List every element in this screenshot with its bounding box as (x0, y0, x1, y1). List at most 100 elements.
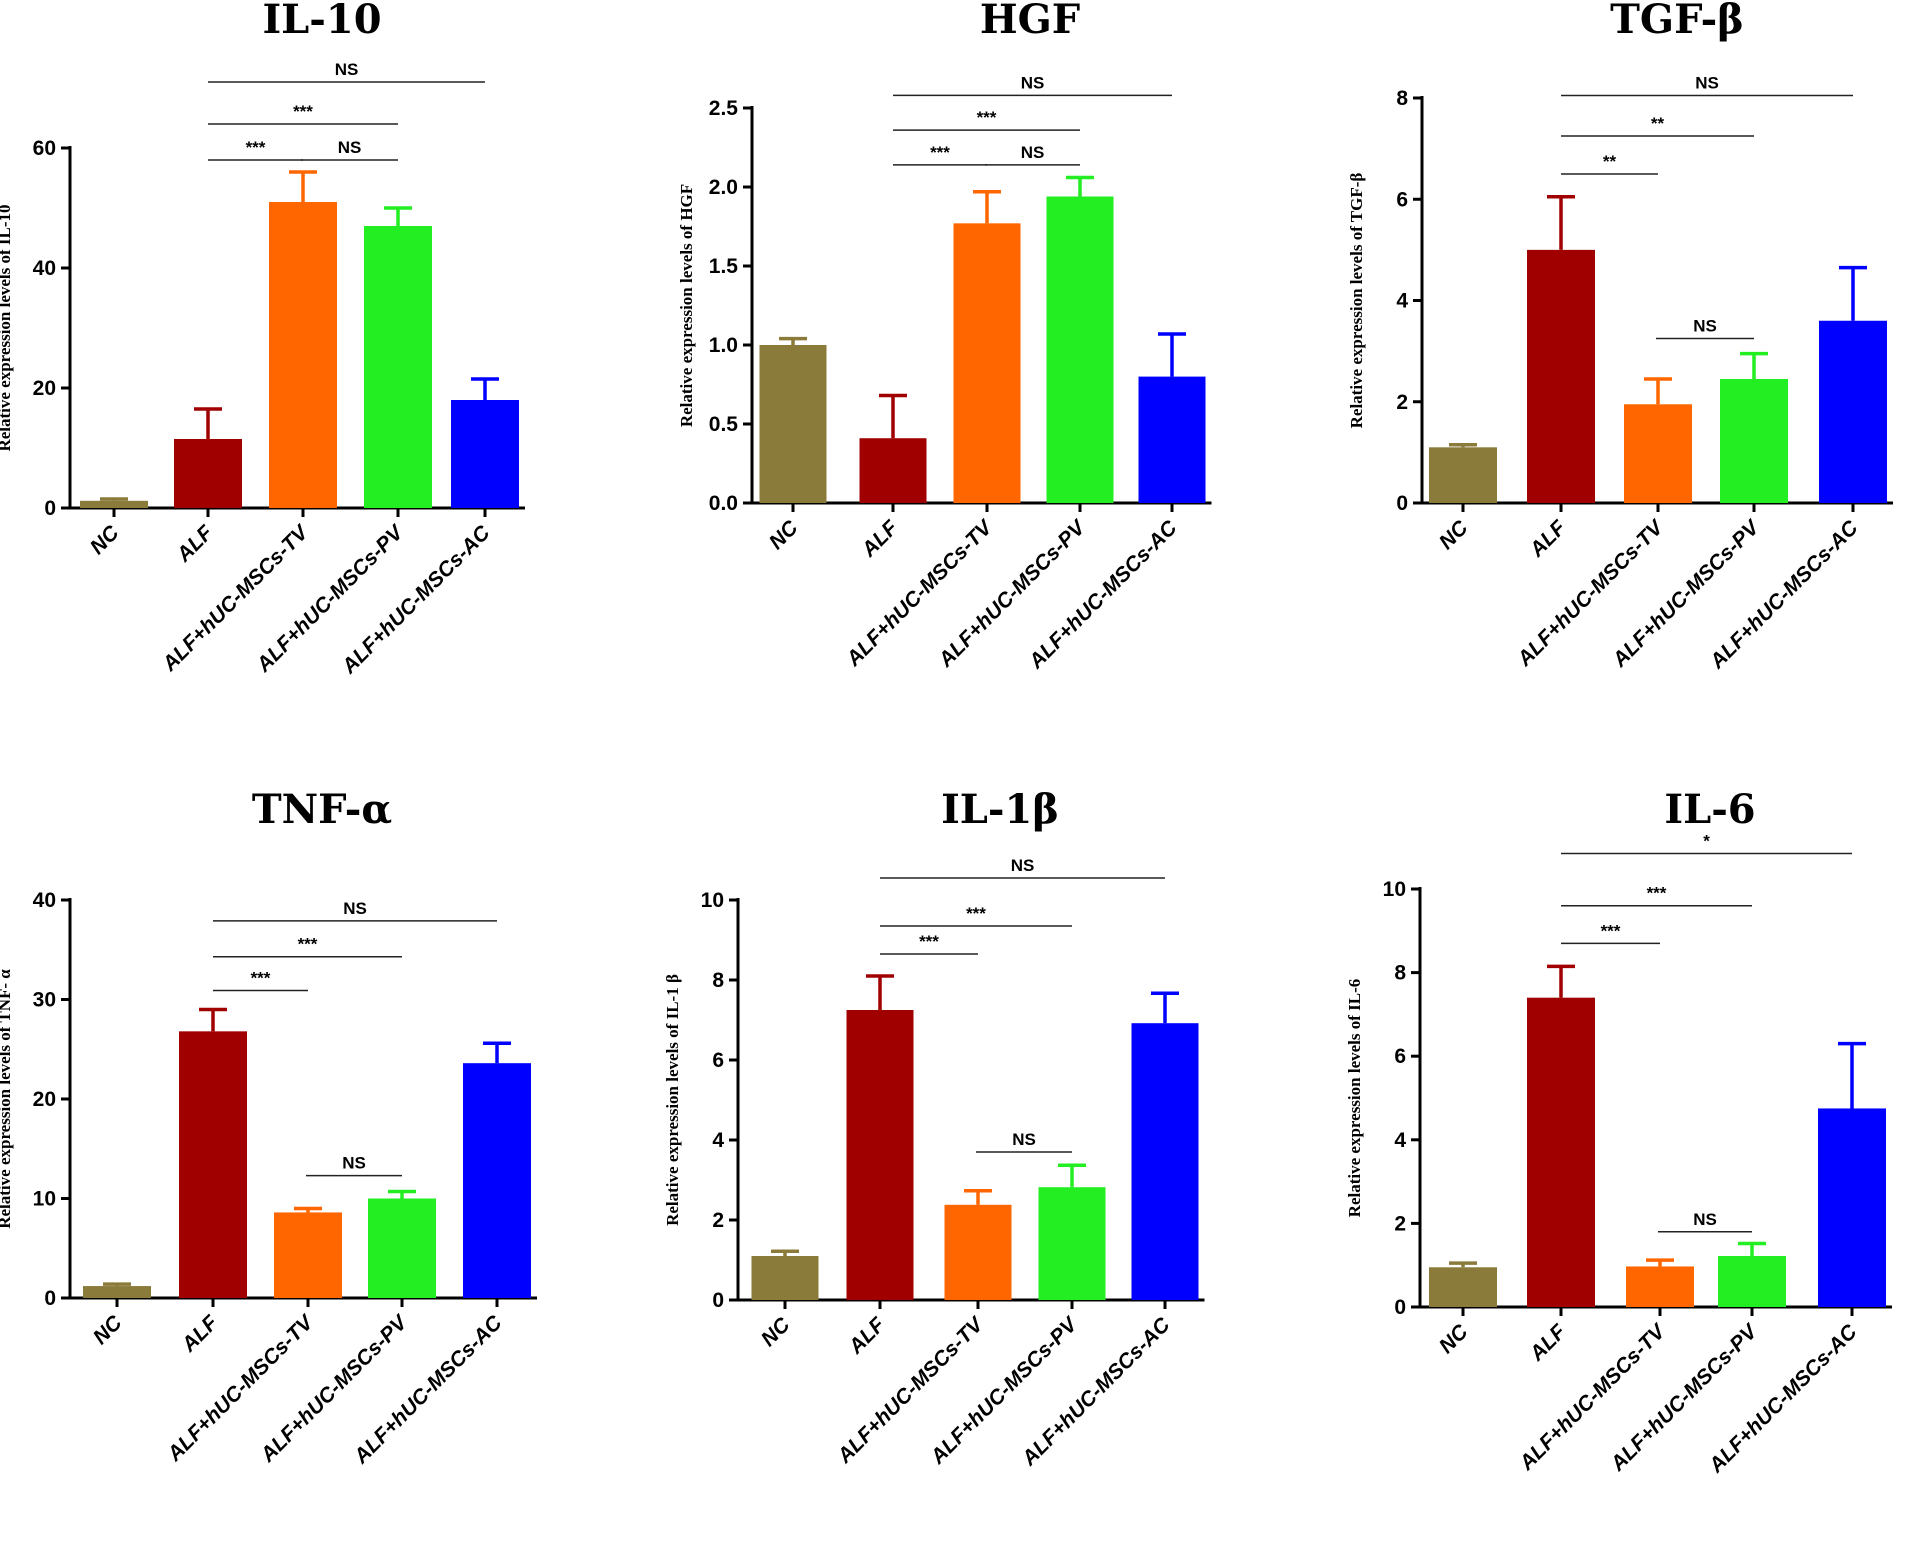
y-axis-label: Relative expression levels of IL-1 β (663, 974, 682, 1226)
significance-label: *** (251, 969, 271, 988)
y-tick-label: 0 (44, 497, 56, 520)
y-tick-label: 40 (33, 257, 56, 280)
y-tick-label: 60 (33, 137, 56, 160)
significance-label: NS (338, 138, 362, 157)
bar-alf (1527, 997, 1595, 1307)
bar-alf-huc-mscs-pv (1720, 378, 1788, 503)
chart-title: IL-10 (262, 0, 381, 43)
bar-alf-huc-mscs-ac (451, 400, 519, 508)
significance-label: ** (1603, 152, 1617, 171)
x-tick-label: NC (86, 521, 124, 559)
y-tick-label: 10 (1383, 878, 1406, 901)
bar-nc (1429, 1267, 1497, 1307)
y-tick-label: 20 (33, 1088, 56, 1111)
x-tick-label: ALF (1525, 1319, 1572, 1366)
x-tick-label: ALF+hUC-MSCs-AC (1017, 1313, 1175, 1471)
chart-panel-2: HGF 0.0 0.5 1.0 1.5 2.0 2.5 Relative expression… (677, 0, 1212, 674)
bar-alf (174, 439, 242, 508)
significance-label: NS (335, 60, 359, 79)
bar-alf-huc-mscs-ac (1819, 320, 1887, 503)
chart-title: IL-6 (1664, 786, 1755, 833)
chart-title: IL-1β (941, 786, 1059, 833)
x-tick-label: ALF (177, 1310, 224, 1357)
x-tick-label: ALF+hUC-MSCs-AC (1024, 516, 1182, 674)
significance-label: *** (298, 935, 318, 954)
y-tick-label: 0 (44, 1287, 56, 1310)
significance-label: *** (977, 108, 997, 127)
bar-nc (1429, 447, 1497, 503)
x-tick-label: NC (1435, 516, 1473, 554)
x-tick-label: ALF (1525, 515, 1572, 562)
y-tick-label: 4 (712, 1129, 724, 1152)
bar-alf-huc-mscs-pv (1718, 1256, 1786, 1307)
x-tick-label: ALF (857, 515, 904, 562)
y-tick-label: 8 (1394, 962, 1406, 985)
significance-label: NS (342, 1154, 366, 1173)
y-axis-label: Relative expression levels of TNF- α (0, 969, 14, 1229)
y-axis-label: Relative expression levels of IL-10 (0, 204, 14, 451)
significance-label: *** (1601, 921, 1621, 940)
y-tick-label: 30 (33, 989, 56, 1012)
significance-label: NS (1021, 143, 1045, 162)
x-tick-label: ALF (844, 1312, 891, 1359)
significance-label: NS (1693, 316, 1717, 335)
x-tick-label: NC (89, 1311, 127, 1349)
y-tick-label: 6 (1396, 188, 1408, 211)
y-tick-label: 0 (1396, 492, 1408, 515)
bar-alf-huc-mscs-tv (1626, 1266, 1694, 1307)
bar-alf (1527, 249, 1595, 503)
y-tick-label: 40 (33, 889, 56, 912)
significance-label: NS (1021, 73, 1045, 92)
significance-label: * (1703, 831, 1710, 850)
y-tick-label: 1.0 (709, 334, 738, 357)
y-tick-label: 6 (712, 1049, 724, 1072)
bar-alf-huc-mscs-ac (1818, 1108, 1886, 1307)
significance-label: *** (966, 904, 986, 923)
bar-alf (846, 1010, 914, 1300)
chart-title: HGF (980, 0, 1080, 43)
y-tick-label: 20 (33, 377, 56, 400)
y-tick-label: 0.5 (709, 413, 739, 436)
bar-alf-huc-mscs-tv (944, 1204, 1012, 1300)
y-tick-label: 6 (1394, 1045, 1406, 1068)
y-tick-label: 2.5 (709, 97, 739, 120)
bar-alf-huc-mscs-tv (953, 223, 1021, 503)
y-tick-label: 1.5 (709, 255, 739, 278)
y-tick-label: 8 (712, 969, 724, 992)
bar-alf-huc-mscs-pv (368, 1198, 436, 1298)
bar-nc (80, 500, 148, 508)
chart-panel-5: IL-1β 0 2 4 6 8 10 Relative expression levels o… (663, 786, 1205, 1471)
significance-label: NS (1695, 73, 1719, 92)
chart-title: TNF-α (252, 786, 392, 833)
chart-panel-4: TNF-α 0 10 20 30 40 Relative expression levels… (0, 786, 537, 1469)
bar-alf (179, 1031, 247, 1298)
significance-label: NS (1011, 856, 1035, 875)
significance-label: *** (246, 138, 266, 157)
y-tick-label: 0 (1394, 1296, 1406, 1319)
bar-alf-huc-mscs-pv (1046, 196, 1114, 504)
bar-nc (751, 1256, 819, 1300)
y-tick-label: 2 (1394, 1212, 1406, 1235)
y-axis-label: Relative expression levels of IL-6 (1345, 979, 1364, 1218)
bar-nc (83, 1286, 151, 1298)
y-tick-label: 2.0 (709, 176, 738, 199)
significance-label: NS (343, 899, 367, 918)
bar-nc (759, 345, 827, 503)
x-tick-label: ALF (172, 520, 219, 567)
significance-label: *** (1647, 884, 1667, 903)
chart-panel-6: IL-6 0 2 4 6 8 10 Relative expression levels of… (1345, 786, 1892, 1478)
bar-alf-huc-mscs-tv (274, 1212, 342, 1298)
bar-alf-huc-mscs-tv (1624, 404, 1692, 503)
significance-label: NS (1693, 1210, 1717, 1229)
x-tick-label: NC (757, 1313, 795, 1351)
chart-title: TGF-β (1610, 0, 1744, 43)
significance-label: *** (919, 932, 939, 951)
y-tick-label: 10 (701, 889, 724, 912)
chart-panel-1: IL-10 0 20 40 60 Relative expression levels o… (0, 0, 525, 679)
bar-alf-huc-mscs-ac (1138, 376, 1206, 503)
significance-label: *** (293, 102, 313, 121)
x-tick-label: ALF+hUC-MSCs-AC (337, 521, 495, 679)
bar-alf-huc-mscs-pv (1038, 1187, 1106, 1300)
bar-alf-huc-mscs-ac (1131, 1023, 1199, 1300)
